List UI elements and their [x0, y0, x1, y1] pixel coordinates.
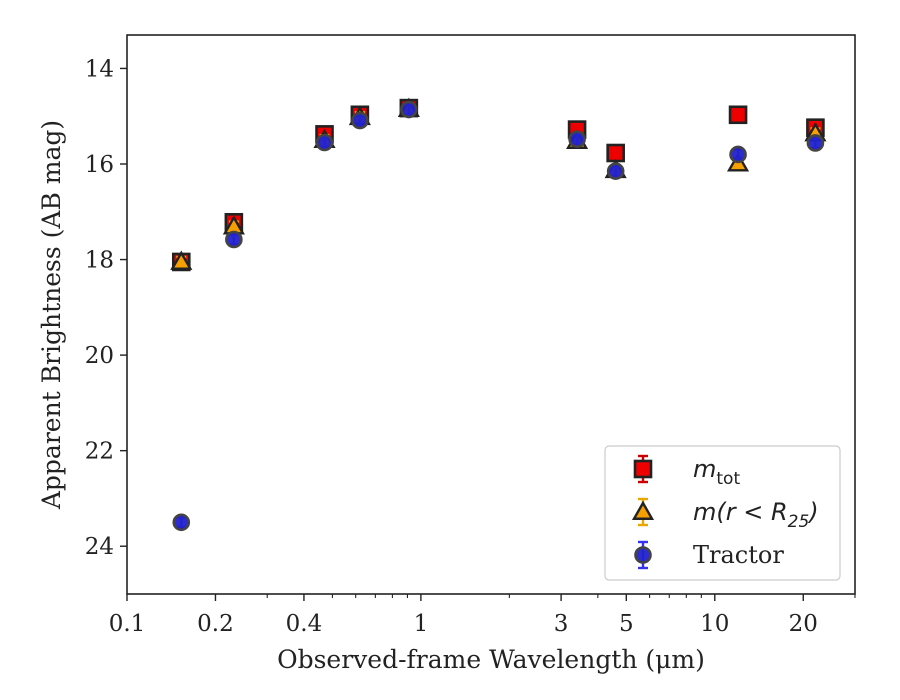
y-tick-label: 14	[85, 56, 114, 82]
plot-frame	[126, 34, 856, 595]
x-tick-label: 0.1	[109, 611, 146, 637]
data-point	[729, 145, 747, 164]
x-tick-label: 3	[554, 611, 569, 637]
legend-label-1: m(r < R25)	[693, 498, 819, 532]
data-layer	[170, 97, 827, 532]
x-tick-label: 1	[414, 611, 429, 637]
y-tick-label: 22	[85, 439, 114, 465]
legend: mtot m(r < R25) Tractor	[604, 445, 841, 581]
legend-label-2: Tractor	[693, 541, 784, 569]
y-tick-label: 18	[85, 248, 114, 274]
y-axis-title: Apparent Brightness (AB mag)	[37, 120, 66, 510]
data-point	[806, 134, 825, 152]
data-point	[728, 105, 748, 125]
x-tick-label: 5	[619, 611, 634, 637]
series-0	[171, 98, 825, 272]
legend-marker-circle	[634, 546, 652, 564]
data-point	[172, 513, 191, 532]
y-tick-label: 16	[85, 152, 114, 178]
x-axis-title: Observed-frame Wavelength (μm)	[277, 645, 705, 674]
data-point	[170, 250, 193, 270]
series-1	[170, 97, 827, 270]
data-point	[225, 230, 243, 249]
data-point	[315, 133, 334, 152]
legend-marker-triangle	[631, 500, 655, 520]
data-point	[400, 100, 418, 119]
x-tick-label: 10	[700, 611, 729, 637]
legend-label-0: mtot	[693, 455, 740, 489]
y-tick-label: 20	[85, 343, 114, 369]
x-tick-label: 0.2	[197, 611, 234, 637]
x-tick-label: 0.4	[286, 611, 323, 637]
data-point	[351, 111, 369, 130]
series-2	[172, 100, 825, 532]
data-point	[606, 162, 625, 180]
legend-marker-square	[633, 459, 653, 479]
y-tick-label: 24	[85, 534, 114, 560]
data-point	[568, 130, 586, 148]
data-point	[606, 143, 625, 163]
legend-box	[604, 445, 841, 581]
x-tick-label: 20	[789, 611, 818, 637]
tick-layer: 0.1 0.2 0.4 1 3 5 10 20 14 16 18 20 22 24	[85, 56, 856, 637]
